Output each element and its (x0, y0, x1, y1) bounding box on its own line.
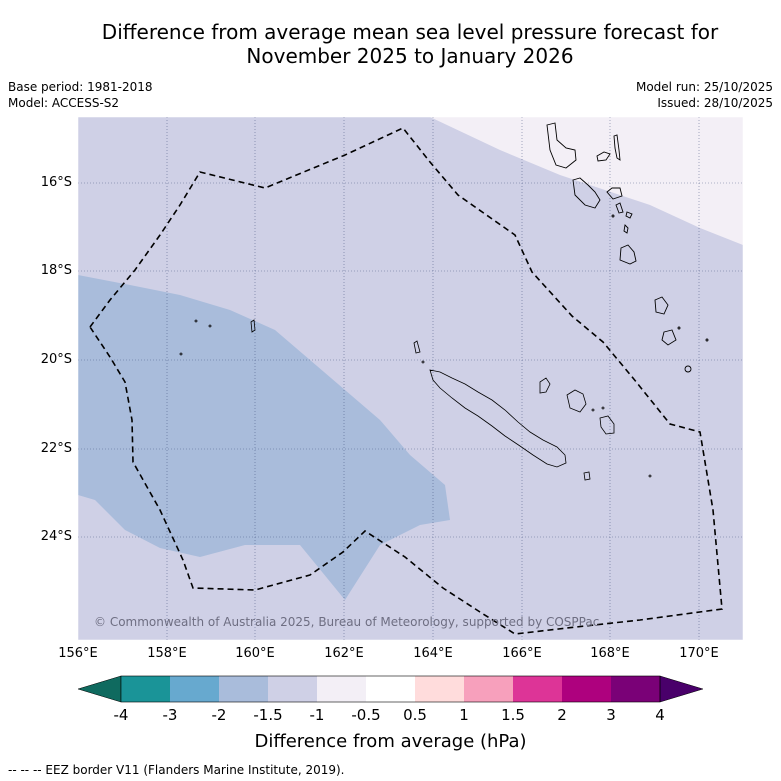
cb-tick-10: 2 (557, 706, 567, 724)
model-name: Model: ACCESS-S2 (8, 96, 120, 110)
lon-label-158e: 158°E (147, 646, 187, 661)
cb-tick-3: -2 (211, 706, 227, 724)
cb-tick-12: 4 (655, 706, 665, 724)
colorbar-extend-low (77, 675, 122, 703)
lat-label-16s: 16°S (40, 175, 72, 190)
meta-left: Base period: 1981-2018 Model: ACCESS-S2 (8, 79, 153, 111)
colorbar-extend-high (659, 675, 704, 703)
model-run: Model run: 25/10/2025 (635, 80, 773, 94)
lon-label-162e: 162°E (324, 646, 364, 661)
new-caledonia (413, 340, 652, 481)
lon-label-166e: 166°E (502, 646, 542, 661)
colorbar-bin-7 (415, 676, 464, 702)
colorbar-bin-3 (219, 676, 268, 702)
colorbar-bin-6 (366, 676, 415, 702)
colorbar-label: Difference from average (hPa) (254, 731, 527, 752)
graticule (78, 117, 743, 640)
chesterfield-islands (179, 319, 256, 356)
cb-tick-11: 3 (606, 706, 616, 724)
cb-tick-4: -1.5 (253, 706, 283, 724)
title-line-1: Difference from average mean sea level p… (101, 20, 719, 44)
colorbar-outline (120, 675, 661, 703)
lat-label-24s: 24°S (40, 529, 72, 544)
meta-right: Model run: 25/10/2025 Issued: 28/10/2025 (636, 79, 773, 111)
map-frame (77, 116, 744, 641)
colorbar-bin-8 (464, 676, 513, 702)
cb-tick-6: -0.5 (351, 706, 381, 724)
lon-label-168e: 168°E (590, 646, 630, 661)
colorbar-bin-4 (268, 676, 317, 702)
issued-date: Issued: 28/10/2025 (657, 96, 773, 110)
colorbar-bin-10 (562, 676, 611, 702)
cb-tick-2: -3 (162, 706, 178, 724)
lon-label-156e: 156°E (58, 646, 98, 661)
cb-tick-1: -4 (113, 706, 129, 724)
cb-tick-7: 0.5 (403, 706, 427, 724)
lon-label-164e: 164°E (413, 646, 453, 661)
lat-label-22s: 22°S (40, 441, 72, 456)
vanuatu-islands (546, 122, 709, 373)
colorbar-bin-2 (170, 676, 219, 702)
eez-legend: -- -- -- EEZ border V11 (Flanders Marine… (8, 763, 345, 777)
chart-title: Difference from average mean sea level p… (40, 20, 780, 68)
cb-tick-8: 1 (459, 706, 469, 724)
cb-tick-9: 1.5 (501, 706, 525, 724)
colorbar-bin-5 (317, 676, 366, 702)
title-line-2: November 2025 to January 2026 (246, 44, 574, 68)
anomaly-fill-minus-1 (430, 117, 743, 245)
base-period: Base period: 1981-2018 (8, 80, 153, 94)
anomaly-fill-minus-2 (78, 275, 450, 600)
colorbar (77, 675, 704, 703)
colorbar-bin-11 (611, 676, 660, 702)
lat-label-18s: 18°S (40, 263, 72, 278)
eez-border (89, 127, 723, 635)
cb-tick-5: -1 (309, 706, 325, 724)
copyright-text: © Commonwealth of Australia 2025, Bureau… (94, 615, 599, 629)
colorbar-bin-9 (513, 676, 562, 702)
colorbar-bin-1 (121, 676, 170, 702)
lon-label-160e: 160°E (235, 646, 275, 661)
lon-label-170e: 170°E (679, 646, 719, 661)
lat-label-20s: 20°S (40, 352, 72, 367)
